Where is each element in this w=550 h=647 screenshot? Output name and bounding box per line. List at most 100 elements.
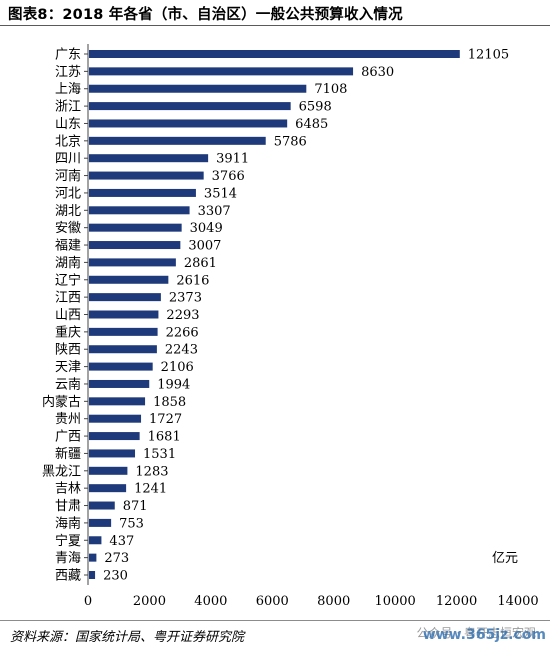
data-label: 1531: [143, 447, 176, 462]
data-label: 753: [119, 516, 144, 531]
category-label: 陕西: [55, 343, 81, 358]
bar: [89, 432, 140, 441]
bar: [89, 241, 181, 250]
bar: [89, 223, 182, 232]
category-label: 海南: [55, 515, 81, 531]
category-label: 江西: [55, 291, 81, 306]
category-label: 辽宁: [55, 272, 81, 288]
source-note: 资料来源：国家统计局、粤开证券研究院: [10, 630, 245, 645]
category-label: 广西: [55, 430, 81, 445]
category-label: 宁夏: [55, 533, 81, 549]
bar: [89, 275, 169, 284]
data-label: 3049: [190, 221, 223, 236]
category-label: 安徽: [55, 221, 81, 236]
data-label: 2266: [166, 325, 199, 340]
category-label: 吉林: [55, 482, 81, 497]
footer-divider: [0, 620, 550, 621]
x-tick-label: 12000: [436, 594, 477, 609]
data-label: 1283: [135, 464, 168, 479]
data-label: 6598: [299, 100, 332, 115]
data-label: 7108: [314, 82, 347, 97]
data-label: 3307: [198, 204, 231, 219]
data-label: 5786: [274, 134, 307, 149]
category-label: 山西: [55, 308, 81, 323]
category-label: 广东: [55, 48, 81, 63]
data-label: 8630: [361, 65, 394, 80]
data-label: 2243: [165, 343, 198, 358]
category-label: 贵州: [55, 412, 81, 427]
x-tick-label: 0: [84, 594, 92, 609]
category-label: 青海: [55, 551, 81, 566]
category-label: 河南: [55, 168, 81, 184]
bar: [89, 154, 209, 163]
title-divider: [0, 25, 550, 26]
bar: [89, 136, 266, 145]
x-tick-label: 2000: [133, 594, 166, 609]
data-label: 437: [109, 534, 134, 549]
chart-title: 图表8：2018 年各省（市、自治区）一般公共预算收入情况: [8, 7, 403, 23]
data-label: 1727: [149, 412, 182, 427]
category-label: 天津: [55, 360, 81, 375]
bar: [89, 379, 150, 388]
x-tick-label: 8000: [317, 594, 350, 609]
bar: [89, 102, 291, 111]
x-tick-label: 6000: [256, 594, 289, 609]
bar: [89, 501, 115, 510]
bar: [89, 414, 142, 423]
bar: [89, 571, 96, 579]
bar: [89, 84, 307, 93]
watermark-url: www.365jz.com: [422, 627, 546, 643]
bar: [89, 536, 102, 545]
bar: [89, 327, 158, 336]
bar: [89, 171, 204, 180]
category-label: 西藏: [55, 569, 81, 584]
data-label: 871: [123, 499, 148, 514]
category-label: 内蒙古: [42, 394, 81, 410]
category-label: 河北: [55, 186, 81, 201]
category-label: 甘肃: [55, 499, 81, 514]
category-label: 湖南: [55, 255, 81, 271]
category-label: 山东: [55, 117, 81, 132]
data-label: 2106: [161, 360, 194, 375]
data-label: 2861: [184, 256, 217, 271]
bar: [89, 449, 136, 458]
data-label: 6485: [295, 117, 328, 132]
category-label: 重庆: [55, 324, 81, 340]
data-label: 3007: [188, 239, 221, 254]
data-label: 12105: [468, 48, 509, 63]
data-label: 3766: [212, 169, 245, 184]
watermark-text: 公众号 · 粤开志恒宏观: [416, 626, 536, 640]
bar: [89, 362, 153, 371]
bar: [89, 518, 112, 527]
data-label: 273: [104, 551, 129, 566]
bar: [89, 119, 288, 128]
data-label: 3911: [216, 152, 249, 167]
data-label: 3514: [204, 186, 237, 201]
category-label: 云南: [55, 376, 81, 392]
data-label: 1858: [153, 395, 186, 410]
x-tick-label: 10000: [374, 594, 415, 609]
bar: [89, 258, 176, 267]
category-label: 黑龙江: [42, 464, 81, 479]
bar: [89, 484, 127, 493]
bar: [89, 553, 97, 562]
bar: [89, 397, 146, 406]
category-label: 江苏: [55, 64, 81, 80]
x-tick-label: 14000: [497, 594, 538, 609]
bar-chart: 广东 12105 江苏 8630 上海 7108 浙江 6598 山东 6485 北京 5786 四川 3…: [42, 44, 539, 609]
category-label: 北京: [55, 134, 81, 149]
bar: [89, 345, 157, 354]
data-label: 1241: [134, 482, 167, 497]
data-label: 2373: [169, 291, 202, 306]
bar: [89, 466, 128, 475]
bar: [89, 310, 159, 319]
bar: [89, 293, 161, 302]
category-label: 新疆: [55, 446, 81, 462]
x-tick-label: 4000: [194, 594, 227, 609]
category-label: 四川: [55, 152, 81, 167]
category-label: 福建: [55, 239, 81, 254]
bar: [89, 67, 354, 76]
unit-label: 亿元: [492, 551, 518, 566]
category-label: 湖北: [55, 204, 81, 219]
bar: [89, 206, 190, 215]
